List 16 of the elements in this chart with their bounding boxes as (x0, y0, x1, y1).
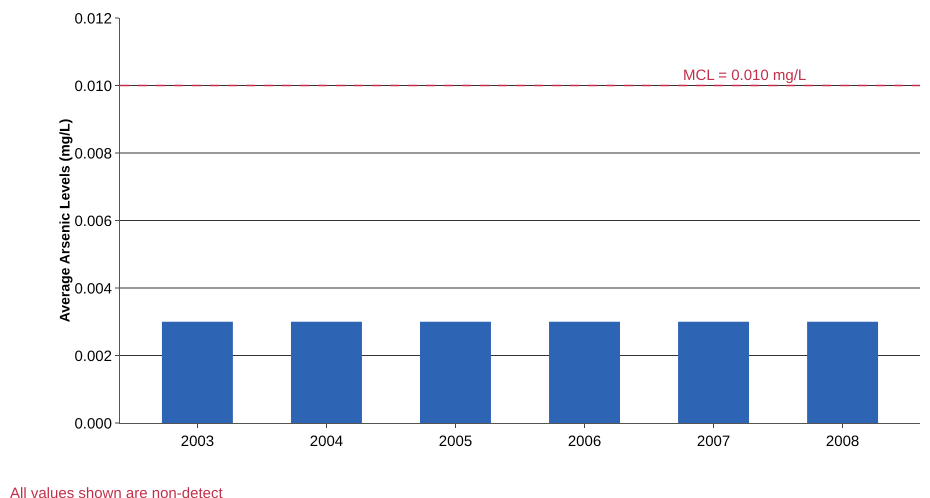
text: All values shown are non-detect (10, 485, 224, 498)
x-tick-label: 2005 (438, 433, 472, 450)
y-tick-label: 0.004 (74, 280, 112, 298)
ref-line-label: MCL = 0.010 mg/L (683, 67, 806, 84)
y-tick-label: 0.008 (74, 145, 112, 162)
y-axis-title: Average Arsenic Levels (mg/L) (56, 118, 72, 322)
y-tick-label: 0.002 (74, 348, 112, 365)
y-tick-label: 0.006 (74, 212, 112, 230)
x-tick-label: 2006 (568, 433, 602, 450)
y-tick-label: 0.000 (74, 415, 112, 432)
x-tick-label: 2003 (180, 433, 214, 450)
y-tick-label: 0.012 (74, 10, 112, 28)
y-tick-label: 0.010 (74, 78, 112, 95)
x-tick-label: 2007 (696, 433, 730, 450)
x-tick-label: 2004 (310, 433, 344, 450)
x-tick-label: 2008 (826, 433, 860, 450)
